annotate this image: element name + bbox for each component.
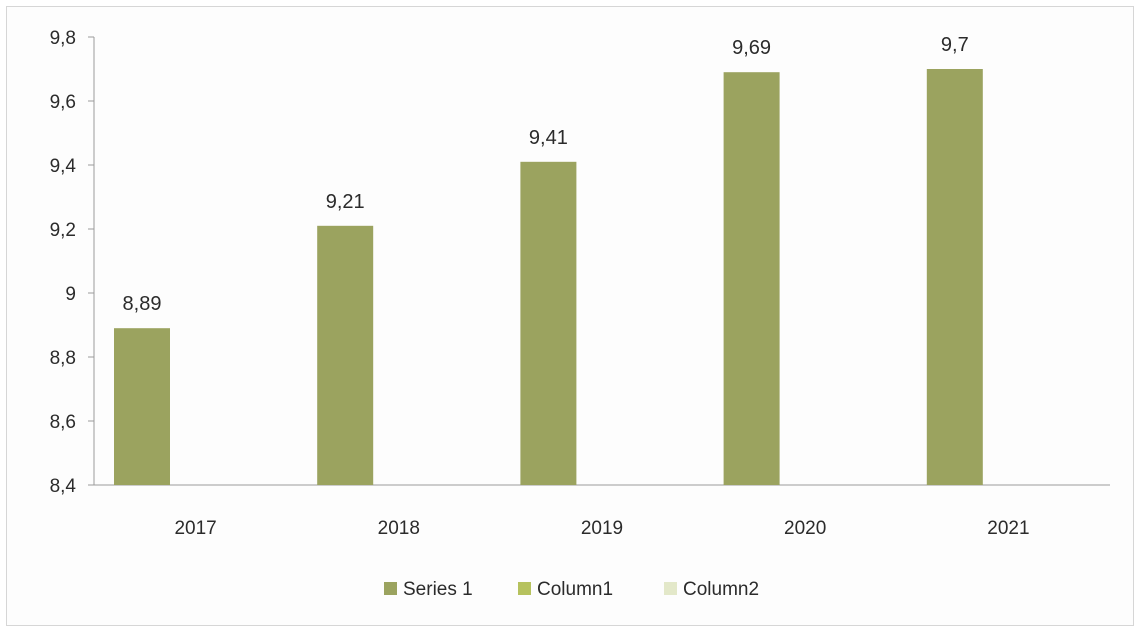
x-tick-label-2017: 2017	[174, 518, 216, 539]
y-tick-label: 8,4	[50, 476, 77, 497]
x-tick-label-2019: 2019	[581, 518, 623, 539]
y-tick-label: 9,2	[50, 220, 76, 241]
y-tick-label: 8,8	[50, 348, 76, 369]
data-label-2020: 9,69	[732, 37, 771, 59]
x-tick-label-2018: 2018	[378, 518, 420, 539]
legend-swatch-1	[384, 582, 397, 595]
y-tick-label: 9,4	[50, 156, 77, 177]
y-tick-label: 8,6	[50, 412, 76, 433]
legend-label-2: Column1	[537, 579, 613, 600]
y-tick-label: 9	[65, 284, 76, 305]
bar-2019	[520, 161, 577, 486]
data-label-2021: 9,7	[941, 34, 969, 56]
legend-label-3: Column2	[683, 579, 759, 600]
data-label-2019: 9,41	[529, 127, 568, 149]
y-tick-label: 9,8	[50, 28, 76, 49]
bar-2021	[926, 69, 983, 485]
legend-swatch-3	[664, 582, 677, 595]
bar-2018	[317, 225, 374, 486]
bar-2017	[114, 328, 170, 485]
legend-swatch-2	[518, 582, 531, 595]
data-label-2017: 8,89	[123, 293, 162, 315]
y-tick-label: 9,6	[50, 92, 76, 113]
data-label-2018: 9,21	[326, 191, 365, 213]
bar-2020	[723, 72, 780, 485]
legend-label-1: Series 1	[403, 579, 473, 600]
x-tick-label-2020: 2020	[784, 518, 826, 539]
x-tick-label-2021: 2021	[987, 518, 1029, 539]
